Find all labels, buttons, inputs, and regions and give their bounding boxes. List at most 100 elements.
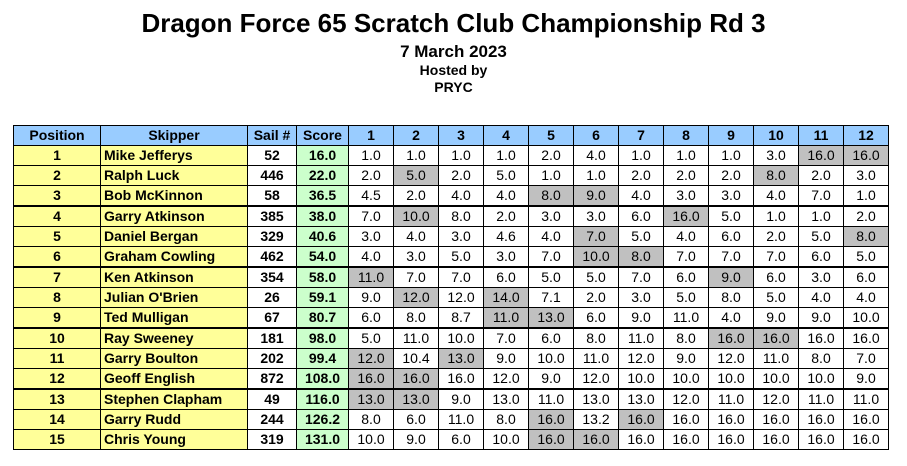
race-result-cell: 8.0 <box>708 287 754 308</box>
race-result-cell: 2.0 <box>618 165 664 186</box>
race-result-discarded-cell: 7.0 <box>573 226 619 247</box>
race-result-cell: 5.0 <box>528 266 574 288</box>
score-cell: 108.0 <box>296 368 349 390</box>
race-result-cell: 2.0 <box>663 165 709 186</box>
race-result-cell: 12.0 <box>483 368 529 390</box>
race-result-cell: 2.0 <box>438 165 484 186</box>
race-result-cell: 3.0 <box>753 145 799 166</box>
race-result-cell: 8.0 <box>348 409 394 430</box>
race-result-cell: 8.0 <box>573 327 619 349</box>
race-result-discarded-cell: 8.0 <box>843 226 889 247</box>
race-result-discarded-cell: 13.0 <box>528 307 574 329</box>
position-cell: 13 <box>13 388 101 410</box>
race-result-cell: 8.0 <box>438 205 484 227</box>
race-result-cell: 10.0 <box>843 307 889 329</box>
race-result-discarded-cell: 13.0 <box>348 388 394 410</box>
race-result-cell: 3.0 <box>798 266 844 288</box>
position-cell: 11 <box>13 348 101 369</box>
race-result-cell: 13.2 <box>573 409 619 430</box>
hosted-by-label: Hosted by <box>419 62 488 78</box>
race-result-cell: 13.0 <box>573 388 619 410</box>
score-cell: 116.0 <box>296 388 349 410</box>
race-result-cell: 1.0 <box>618 145 664 166</box>
race-result-cell: 11.0 <box>618 327 664 349</box>
race-result-cell: 7.0 <box>438 266 484 288</box>
column-header-race-8: 8 <box>663 125 709 146</box>
race-result-cell: 1.0 <box>663 145 709 166</box>
race-result-cell: 16.0 <box>798 429 844 450</box>
race-result-cell: 10.0 <box>438 327 484 349</box>
race-result-cell: 6.0 <box>528 327 574 349</box>
table-row: 3 Bob McKinnon 58 36.5 4.5 2.0 4.0 4.0 8.0 9.0 4.0… <box>13 185 889 207</box>
race-result-cell: 16.0 <box>843 409 889 430</box>
host-club: PRYC <box>434 79 473 95</box>
race-result-cell: 10.0 <box>708 368 754 390</box>
race-result-cell: 11.0 <box>573 348 619 369</box>
position-cell: 10 <box>13 327 101 349</box>
race-result-cell: 9.0 <box>753 307 799 329</box>
race-result-cell: 5.0 <box>348 327 394 349</box>
race-result-cell: 3.0 <box>393 246 439 268</box>
race-result-cell: 5.0 <box>438 246 484 268</box>
race-result-cell: 7.0 <box>663 246 709 268</box>
race-result-cell: 5.0 <box>663 287 709 308</box>
table-row: 6 Graham Cowling 462 54.0 4.0 3.0 5.0 3.0 7.0 10.… <box>13 246 889 268</box>
race-result-cell: 4.0 <box>708 307 754 329</box>
race-result-cell: 1.0 <box>573 165 619 186</box>
race-result-cell: 4.0 <box>798 287 844 308</box>
table-row: 10 Ray Sweeney 181 98.0 5.0 11.0 10.0 7.0 6.0 8.0… <box>13 327 889 349</box>
position-cell: 12 <box>13 368 101 390</box>
skipper-cell: Ray Sweeney <box>100 327 248 349</box>
column-header-race-4: 4 <box>483 125 529 146</box>
table-row: 2 Ralph Luck 446 22.0 2.0 5.0 2.0 5.0 1.0 1.0 2.0 2… <box>13 165 889 186</box>
skipper-cell: Chris Young <box>100 429 248 450</box>
position-cell: 1 <box>13 145 101 166</box>
race-result-cell: 1.0 <box>393 145 439 166</box>
race-result-cell: 16.0 <box>663 409 709 430</box>
race-result-cell: 4.0 <box>438 185 484 207</box>
race-result-cell: 12.0 <box>753 388 799 410</box>
race-result-cell: 16.0 <box>798 327 844 349</box>
race-result-cell: 16.0 <box>618 429 664 450</box>
skipper-cell: Garry Atkinson <box>100 205 248 227</box>
race-result-cell: 11.0 <box>843 388 889 410</box>
race-result-cell: 16.0 <box>438 368 484 390</box>
race-result-cell: 7.1 <box>528 287 574 308</box>
race-result-discarded-cell: 14.0 <box>483 287 529 308</box>
race-result-cell: 3.0 <box>663 185 709 207</box>
race-result-cell: 16.0 <box>843 429 889 450</box>
column-header-race-2: 2 <box>393 125 439 146</box>
race-result-cell: 7.0 <box>753 246 799 268</box>
race-result-cell: 6.0 <box>708 226 754 247</box>
skipper-cell: Graham Cowling <box>100 246 248 268</box>
sail-number-cell: 244 <box>247 409 297 430</box>
race-result-cell: 10.0 <box>618 368 664 390</box>
race-result-discarded-cell: 5.0 <box>393 165 439 186</box>
race-result-cell: 2.0 <box>483 205 529 227</box>
score-cell: 98.0 <box>296 327 349 349</box>
results-table: Position Skipper Sail # Score 1 2 3 4 5 6 7 8 9 10 11 1… <box>13 125 889 450</box>
table-row: 4 Garry Atkinson 385 38.0 7.0 10.0 8.0 2.0 3.0 3.… <box>13 205 889 227</box>
race-result-cell: 10.0 <box>663 368 709 390</box>
race-result-cell: 2.0 <box>528 145 574 166</box>
race-result-cell: 8.7 <box>438 307 484 329</box>
race-result-cell: 9.0 <box>483 348 529 369</box>
race-result-cell: 4.0 <box>348 246 394 268</box>
score-cell: 36.5 <box>296 185 349 207</box>
column-header-sail: Sail # <box>247 125 297 146</box>
race-result-cell: 8.0 <box>483 409 529 430</box>
column-header-race-3: 3 <box>438 125 484 146</box>
position-cell: 7 <box>13 266 101 288</box>
race-result-cell: 12.0 <box>573 368 619 390</box>
race-result-discarded-cell: 16.0 <box>843 145 889 166</box>
score-cell: 126.2 <box>296 409 349 430</box>
race-result-cell: 2.0 <box>393 185 439 207</box>
race-result-cell: 5.0 <box>843 246 889 268</box>
sail-number-cell: 354 <box>247 266 297 288</box>
sail-number-cell: 26 <box>247 287 297 308</box>
race-result-discarded-cell: 10.0 <box>393 205 439 227</box>
race-result-discarded-cell: 16.0 <box>573 429 619 450</box>
table-header-row: Position Skipper Sail # Score 1 2 3 4 5 6 7 8 9 10 11 1… <box>13 125 889 146</box>
skipper-cell: Ralph Luck <box>100 165 248 186</box>
sail-number-cell: 446 <box>247 165 297 186</box>
